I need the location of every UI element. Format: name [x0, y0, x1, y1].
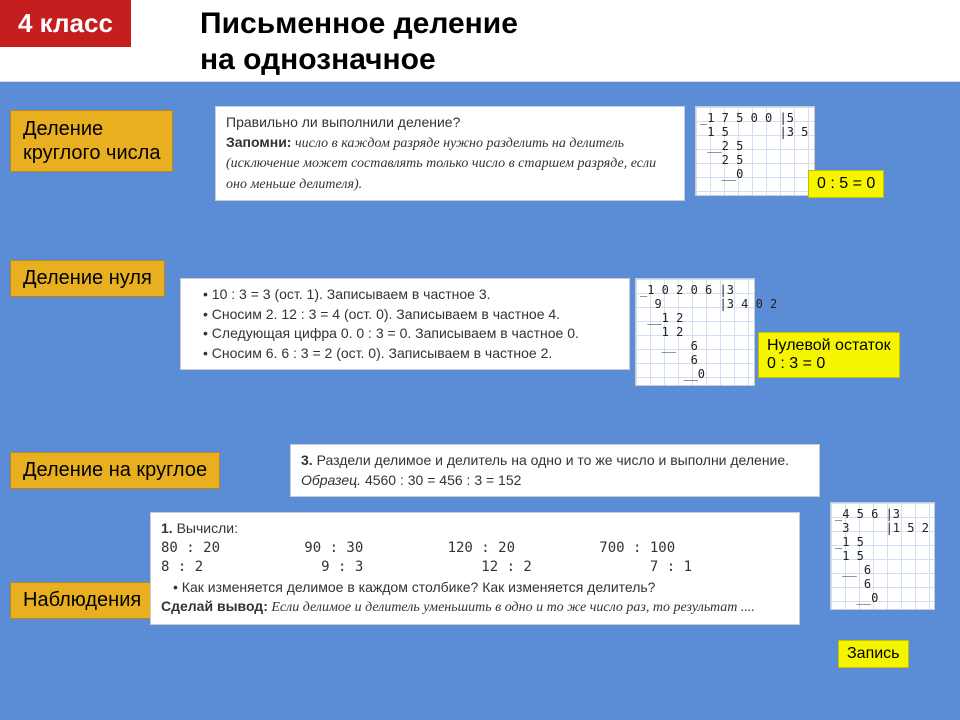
sample-val: 4560 : 30 = 456 : 3 = 152	[361, 472, 521, 488]
panel2-l3: Следующая цифра 0. 0 : 3 = 0. Записываем…	[212, 325, 579, 341]
panel2-line3: • Следующая цифра 0. 0 : 3 = 0. Записыва…	[203, 324, 619, 344]
remember-text: число в каждом разряде нужно разделить н…	[226, 136, 656, 192]
panel4-row1: 80 : 20 90 : 30 120 : 20 700 : 100	[161, 539, 789, 559]
note-record: Запись	[838, 640, 909, 668]
panel4-head: 1. Вычисли:	[161, 519, 789, 539]
sample-label: Образец.	[301, 472, 361, 488]
tag-by-round: Деление на круглое	[10, 452, 220, 489]
remember-label: Запомни:	[226, 134, 291, 150]
panel1-remember: Запомни: число в каждом разряде нужно ра…	[226, 133, 674, 195]
tag-zero: Деление нуля	[10, 260, 165, 297]
panel4-q: • Как изменяется делимое в каждом столби…	[173, 578, 789, 598]
panel3-sample: Образец. 4560 : 30 = 456 : 3 = 152	[301, 471, 809, 491]
page-title: Письменное деление на однозначное	[200, 6, 518, 78]
panel2-line1: • 10 : 3 = 3 (ост. 1). Записываем в част…	[203, 285, 619, 305]
remainder-line2: 0 : 3 = 0	[767, 355, 825, 372]
panel4-row2: 8 : 2 9 : 3 12 : 2 7 : 1	[161, 558, 789, 578]
tag-observations: Наблюдения	[10, 582, 154, 619]
panel3-num: 3.	[301, 452, 313, 468]
panel4-num: 1.	[161, 520, 173, 536]
panel3-body: Раздели делимое и делитель на одно и то …	[317, 452, 789, 468]
panel4-calc: Вычисли:	[177, 520, 238, 536]
conclusion-label: Сделай вывод:	[161, 598, 268, 614]
grid-division-3: _4 5 6 |3 3 |1 5 2 _1 5 1 5 __ 6 6 __0	[830, 502, 935, 610]
note-zero-div-5: 0 : 5 = 0	[808, 170, 884, 198]
panel2-l1: 10 : 3 = 3 (ост. 1). Записываем в частно…	[212, 286, 491, 302]
title-line2: на однозначное	[200, 43, 436, 76]
title-line1: Письменное деление	[200, 7, 518, 40]
panel4-qtext: Как изменяется делимое в каждом столбике…	[182, 579, 656, 595]
conclusion-text: Если делимое и делитель уменьшить в одно…	[268, 600, 755, 615]
remainder-line1: Нулевой остаток	[767, 337, 891, 354]
panel3-text: 3. Раздели делимое и делитель на одно и …	[301, 451, 809, 471]
class-badge: 4 класс	[0, 0, 131, 47]
tag-round-number: Деление круглого числа	[10, 110, 173, 172]
panel2-l2: Сносим 2. 12 : 3 = 4 (ост. 0). Записывае…	[212, 306, 560, 322]
note-zero-remainder: Нулевой остаток 0 : 3 = 0	[758, 332, 900, 378]
panel-2: • 10 : 3 = 3 (ост. 1). Записываем в част…	[180, 278, 630, 370]
header: 4 класс Письменное деление на однозначно…	[0, 0, 960, 82]
panel2-line4: • Сносим 6. 6 : 3 = 2 (ост. 0). Записыва…	[203, 344, 619, 364]
grid-division-1: _1 7 5 0 0 |5 1 5 |3 5 __2 5 2 5 __0	[695, 106, 815, 196]
panel-4: 1. Вычисли: 80 : 20 90 : 30 120 : 20 700…	[150, 512, 800, 625]
panel1-question: Правильно ли выполнили деление?	[226, 113, 674, 133]
panel2-line2: • Сносим 2. 12 : 3 = 4 (ост. 0). Записыв…	[203, 305, 619, 325]
panel4-conclusion: Сделай вывод: Если делимое и делитель ум…	[161, 597, 789, 618]
panel2-l4: Сносим 6. 6 : 3 = 2 (ост. 0). Записываем…	[212, 345, 552, 361]
panel-3: 3. Раздели делимое и делитель на одно и …	[290, 444, 820, 497]
content-area: Деление круглого числа Правильно ли выпо…	[0, 82, 960, 720]
grid-division-2: _1 0 2 0 6 |3 9 |3 4 0 2 __1 2 1 2 __ 6 …	[635, 278, 755, 386]
panel-1: Правильно ли выполнили деление? Запомни:…	[215, 106, 685, 201]
